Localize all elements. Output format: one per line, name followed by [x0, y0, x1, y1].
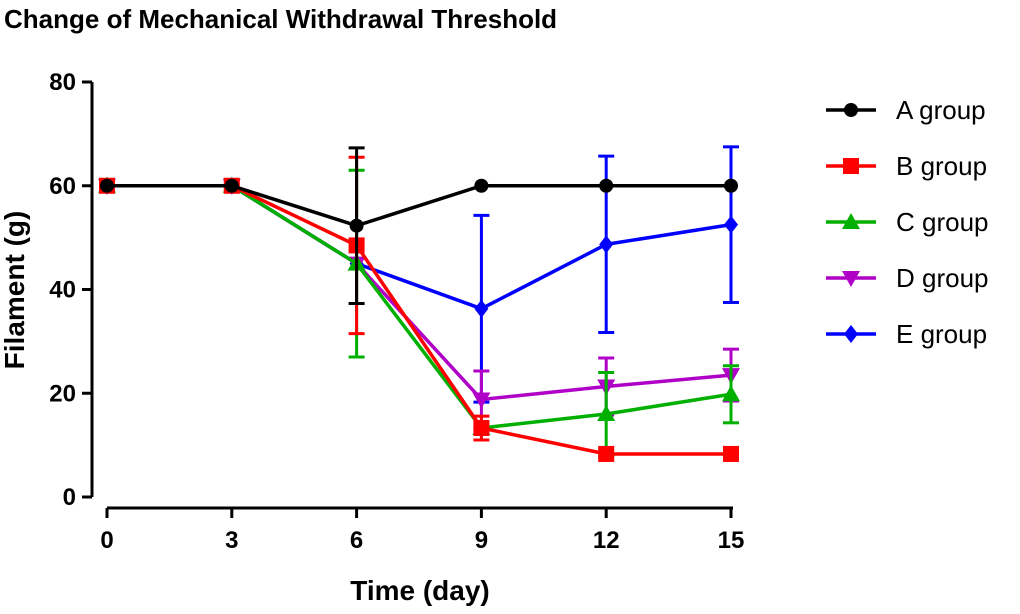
legend-label: C group [896, 207, 989, 237]
data-point [472, 392, 491, 409]
legend-label: A group [896, 95, 986, 125]
data-point [100, 178, 114, 193]
series-a-group [100, 146, 738, 306]
legend-label: B group [896, 151, 987, 181]
data-point [724, 215, 738, 234]
legend-item-e-group: E group [826, 319, 987, 349]
y-axis-label: Filament (g) [0, 211, 30, 370]
x-tick-label: 0 [100, 527, 113, 554]
y-tick-label: 80 [49, 69, 76, 96]
legend-marker [843, 158, 859, 174]
data-point [599, 235, 614, 254]
data-point [724, 178, 738, 193]
x-tick-label: 6 [350, 527, 363, 554]
data-point [599, 178, 614, 193]
data-point [597, 405, 616, 421]
legend-item-b-group: B group [826, 151, 987, 181]
data-point [473, 420, 490, 437]
data-point [722, 385, 740, 402]
series-line-c-group [107, 184, 732, 430]
series-c-group [98, 168, 740, 457]
y-tick-label: 0 [63, 484, 76, 511]
x-tick-label: 9 [475, 527, 488, 554]
legend-marker [844, 103, 858, 117]
series-d-group [98, 178, 740, 430]
data-point [474, 178, 489, 193]
chart-title: Change of Mechanical Withdrawal Threshol… [4, 4, 557, 34]
legend-marker [842, 213, 860, 229]
x-axis-label: Time (day) [350, 575, 490, 606]
x-tick-label: 3 [225, 527, 238, 554]
data-point [598, 445, 615, 462]
x-tick-label: 12 [593, 527, 620, 554]
legend-item-a-group: A group [826, 95, 986, 125]
y-tick-label: 60 [49, 173, 76, 200]
series-line-b-group [107, 184, 731, 456]
legend: A group B group C group D group E group [826, 95, 989, 349]
data-point [474, 299, 489, 318]
series-line-d-group [107, 184, 732, 402]
legend-label: E group [896, 319, 987, 349]
series-b-group [99, 155, 739, 462]
plot-area: 0 20 40 60 80 0 3 6 9 12 15 [49, 69, 744, 554]
data-point [349, 218, 364, 233]
series-line-a-group [107, 184, 731, 228]
x-tick-label: 15 [718, 527, 745, 554]
legend-marker [844, 325, 858, 343]
legend-label: D group [896, 263, 989, 293]
y-tick-label: 20 [49, 380, 76, 407]
data-point [723, 445, 739, 462]
data-point [224, 178, 239, 193]
y-tick-label: 40 [49, 277, 76, 304]
legend-item-d-group: D group [826, 263, 989, 293]
legend-marker [842, 271, 860, 287]
legend-item-c-group: C group [826, 207, 989, 237]
